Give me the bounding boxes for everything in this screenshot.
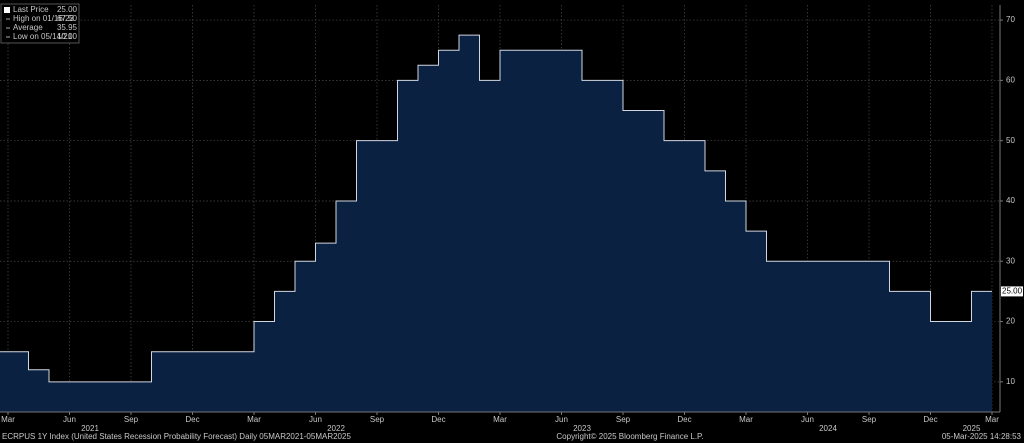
year-label: 2022 (327, 424, 345, 433)
legend-box (0, 3, 80, 44)
timestamp: 05-Mar-2025 14:28:53 (942, 432, 1022, 441)
legend-value: 25.00 (57, 5, 78, 14)
y-tick-label: 60 (1006, 75, 1015, 84)
x-tick-label: Sep (616, 415, 631, 424)
x-tick-label: Jun (555, 415, 568, 424)
x-tick-label: Jun (63, 415, 76, 424)
legend-label: High on 01/16/23 (13, 14, 74, 23)
y-tick-label: 20 (1006, 317, 1015, 326)
x-tick-label: Mar (739, 415, 753, 424)
year-label: 2025 (963, 424, 981, 433)
x-tick-label: Sep (370, 415, 385, 424)
footer-title: ECRPUS 1Y Index (United States Recession… (2, 432, 351, 441)
y-tick-label: 30 (1006, 256, 1015, 265)
legend-value: 10.00 (57, 32, 78, 41)
year-label: 2021 (81, 424, 99, 433)
x-tick-label: Dec (677, 415, 691, 424)
x-tick-label: Dec (923, 415, 937, 424)
x-tick-label: Sep (862, 415, 877, 424)
legend-label: Last Price (13, 5, 49, 14)
area (0, 35, 992, 412)
year-label: 2023 (573, 424, 591, 433)
legend-value: 67.50 (57, 14, 78, 23)
copyright: Copyright© 2025 Bloomberg Finance L.P. (556, 432, 703, 441)
y-tick-label: 40 (1006, 196, 1015, 205)
x-tick-label: Dec (431, 415, 445, 424)
x-tick-label: Mar (247, 415, 261, 424)
legend-marker (4, 7, 10, 13)
plot-area (0, 5, 1000, 412)
legend-label: Average (13, 23, 43, 32)
x-tick-label: Mar (493, 415, 507, 424)
x-tick-label: Dec (185, 415, 199, 424)
y-tick-label: 70 (1006, 15, 1015, 24)
x-tick-label: Jun (309, 415, 322, 424)
x-tick-label: Mar (1, 415, 15, 424)
last-price-tag (1001, 286, 1023, 297)
last-price-label: 25.00 (1002, 287, 1023, 296)
line (0, 34, 992, 383)
legend-label: Low on 05/14/21 (13, 32, 73, 41)
x-tick-label: Mar (985, 415, 999, 424)
x-tick-label: Sep (124, 415, 139, 424)
y-tick-label: 50 (1006, 136, 1015, 145)
x-tick-label: Jun (801, 415, 814, 424)
y-tick-label: 10 (1006, 377, 1015, 386)
year-label: 2024 (819, 424, 837, 433)
legend-value: 35.95 (57, 23, 78, 32)
